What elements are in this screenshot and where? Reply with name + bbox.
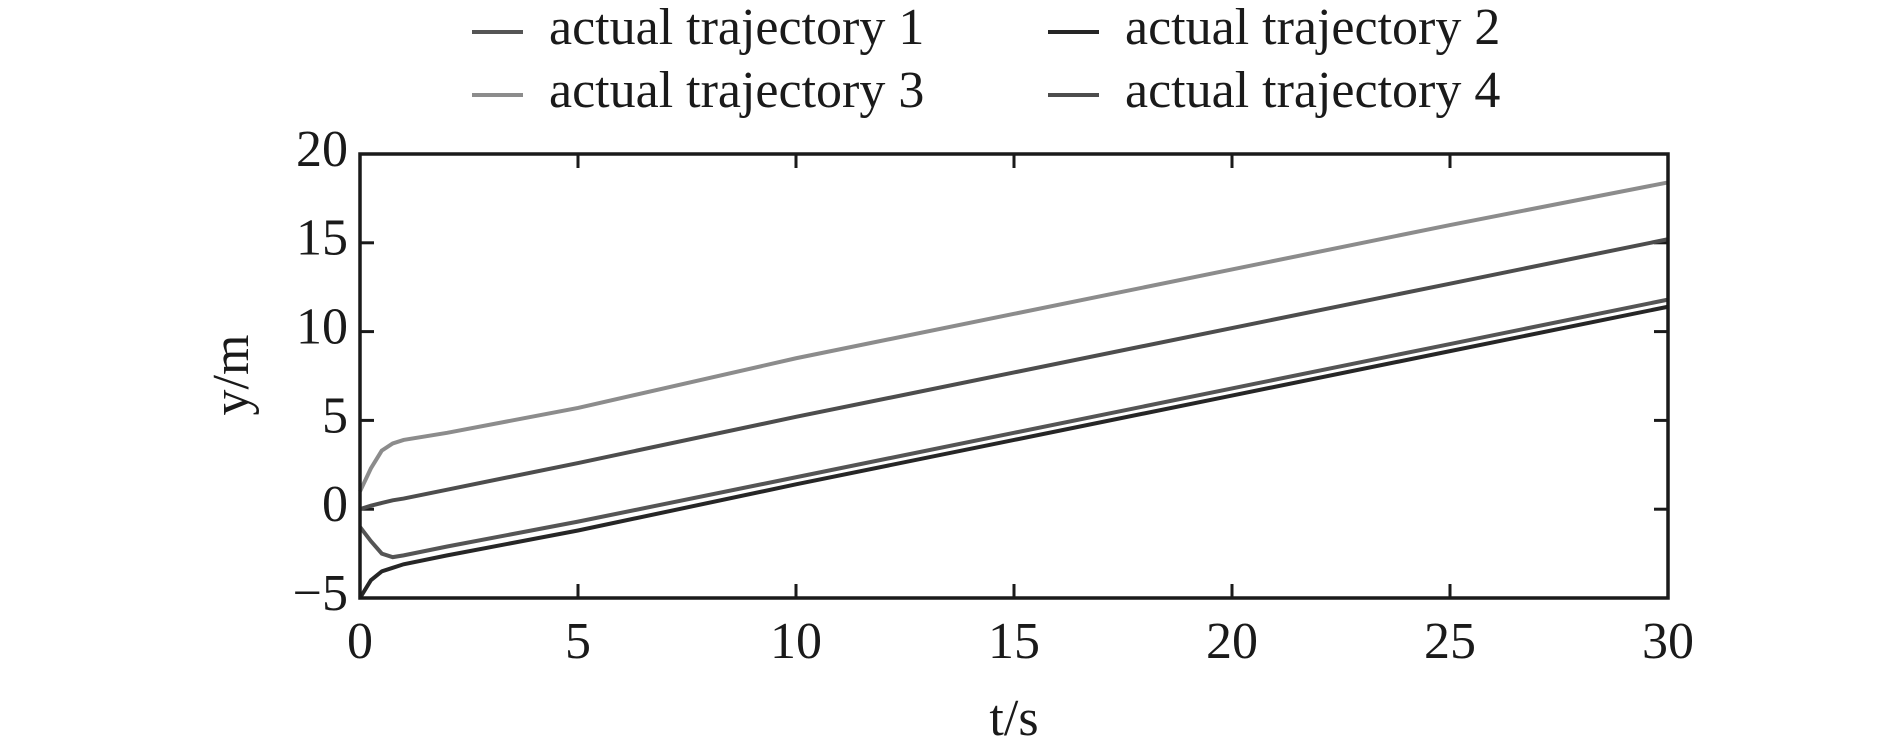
y-tick-label: 0 [322, 476, 348, 533]
series-line [358, 297, 1669, 560]
series-line [359, 237, 1669, 512]
legend-label: actual trajectory 1 [549, 0, 924, 56]
y-axis-label: y/m [203, 335, 260, 416]
series-line [358, 180, 1669, 493]
plot-frame [358, 152, 1670, 600]
x-tick-label: 25 [1424, 613, 1476, 670]
y-tick-label: 10 [296, 299, 348, 356]
legend-label: actual trajectory 2 [1125, 0, 1500, 56]
x-tick-label: 5 [565, 613, 591, 670]
y-tick-label: −5 [293, 565, 348, 622]
x-tick-label: 20 [1206, 613, 1258, 670]
x-tick-label: 15 [988, 613, 1040, 670]
y-tick-label: 15 [296, 210, 348, 267]
x-axis-label: t/s [989, 690, 1038, 742]
legend-label: actual trajectory 4 [1125, 62, 1500, 119]
y-tick-label: 20 [296, 121, 348, 178]
x-tick-label: 30 [1642, 613, 1694, 670]
y-tick-label: 5 [322, 387, 348, 444]
legend-label: actual trajectory 3 [549, 62, 924, 119]
x-tick-label: 10 [770, 613, 822, 670]
x-tick-label: 0 [347, 613, 373, 670]
series-line [358, 304, 1669, 600]
